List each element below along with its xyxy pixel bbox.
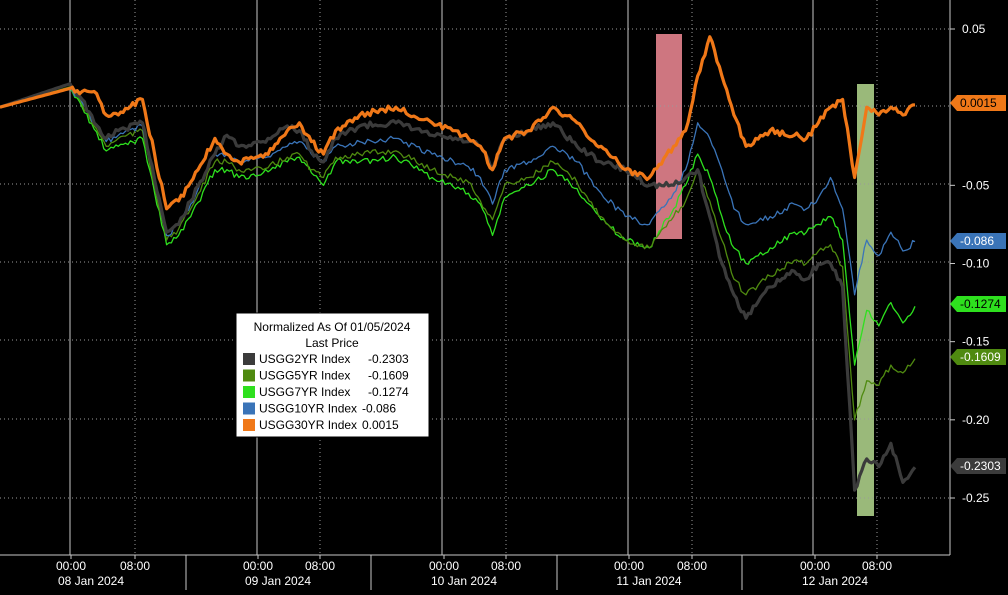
x-tick-time-label: 08:00 — [677, 559, 707, 573]
last-value-label: -0.1274 — [960, 297, 1001, 311]
highlight-bands — [656, 34, 874, 516]
legend-series-value: 0.0015 — [362, 418, 399, 432]
legend-series-name: USGG30YR Index — [259, 418, 357, 432]
last-value-label: -0.2303 — [960, 459, 1001, 473]
series-line-usgg5yr — [0, 86, 916, 421]
x-tick-day-label: 11 Jan 2024 — [616, 574, 681, 588]
legend-series-name: USGG7YR Index — [259, 385, 350, 399]
series-line-usgg2yr — [0, 82, 917, 492]
last-value-tag — [950, 95, 1006, 111]
x-tick-time-label: 00:00 — [429, 559, 459, 573]
legend-series-value: -0.1274 — [368, 385, 409, 399]
legend-swatch — [243, 353, 255, 365]
last-value-label: -0.086 — [960, 234, 994, 248]
last-value-tag — [950, 349, 1006, 365]
legend-series-value: -0.2303 — [368, 352, 409, 366]
series-lines — [0, 35, 917, 492]
legend-swatch — [243, 419, 255, 431]
legend-title: Normalized As Of 01/05/2024 — [254, 320, 411, 334]
y-tick-label: -0.25 — [962, 491, 990, 505]
highlight-band — [857, 84, 874, 516]
legend: Normalized As Of 01/05/2024 Last Price U… — [235, 312, 430, 438]
highlight-band — [656, 34, 682, 239]
legend-entries: USGG2YR Index -0.2303 USGG5YR Index -0.1609… — [243, 352, 409, 432]
y-tick-label: -0.05 — [962, 178, 990, 192]
x-tick-time-label: 08:00 — [862, 559, 892, 573]
last-value-tag — [950, 233, 1006, 249]
legend-subtitle: Last Price — [305, 336, 359, 350]
legend-series-name: USGG10YR Index — [259, 402, 357, 416]
grid-lines — [0, 0, 951, 556]
last-value-tag — [950, 296, 1006, 312]
legend-series-name: USGG2YR Index — [259, 352, 350, 366]
y-tick-label: -0.15 — [962, 335, 990, 349]
legend-series-value: -0.086 — [362, 402, 396, 416]
last-value-label: 0.0015 — [960, 96, 997, 110]
series-line-usgg7yr — [0, 87, 916, 366]
y-axis: 0.05 -0.05 -0.10 -0.15 -0.20 -0.25 — [950, 22, 990, 505]
x-tick-day-label: 08 Jan 2024 — [58, 574, 124, 588]
legend-swatch — [243, 402, 255, 415]
y-tick-label: 0.05 — [962, 22, 986, 36]
x-tick-time-label: 08:00 — [305, 559, 335, 573]
x-tick-time-label: 00:00 — [243, 559, 273, 573]
x-tick-time-label: 08:00 — [491, 559, 521, 573]
y-tick-label: -0.20 — [962, 413, 990, 427]
series-line-usgg30yr — [0, 35, 916, 211]
legend-series-value: -0.1609 — [368, 369, 409, 383]
legend-box — [235, 312, 430, 438]
legend-series-name: USGG5YR Index — [259, 369, 350, 383]
x-tick-time-label: 08:00 — [120, 559, 150, 573]
y-tick-label: -0.10 — [962, 257, 990, 271]
legend-swatch — [243, 369, 255, 382]
x-tick-day-label: 12 Jan 2024 — [802, 574, 868, 588]
x-tick-time-label: 00:00 — [800, 559, 830, 573]
last-value-tag — [950, 458, 1006, 474]
last-value-label: -0.1609 — [960, 350, 1001, 364]
last-value-labels: -0.2303 -0.1609 -0.1274 -0.086 0.0015 — [950, 95, 1006, 474]
x-tick-time-label: 00:00 — [614, 559, 644, 573]
legend-swatch — [243, 386, 255, 398]
x-tick-day-label: 10 Jan 2024 — [431, 574, 497, 588]
x-tick-day-label: 09 Jan 2024 — [245, 574, 311, 588]
x-tick-time-label: 00:00 — [56, 559, 86, 573]
